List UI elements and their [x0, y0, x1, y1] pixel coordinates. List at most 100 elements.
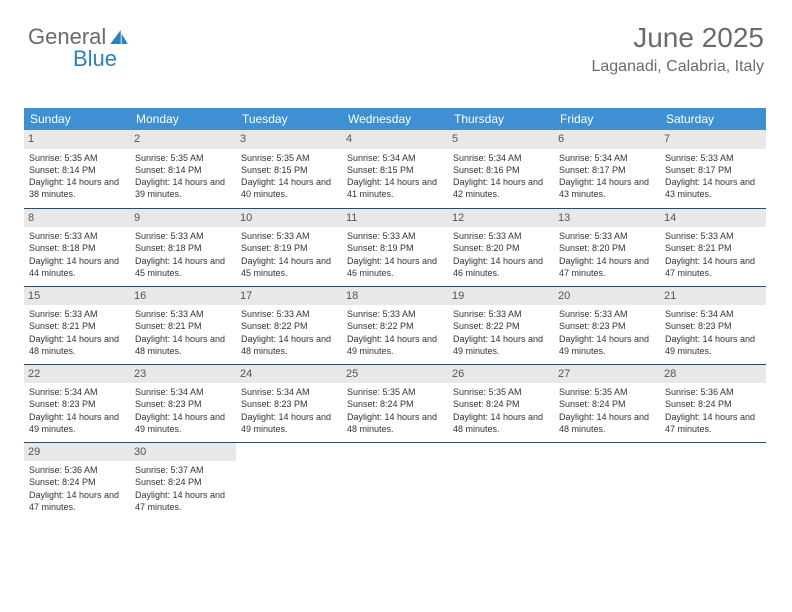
sunrise-text: Sunrise: 5:33 AM [665, 152, 761, 164]
sunrise-text: Sunrise: 5:34 AM [135, 386, 231, 398]
calendar-week: 8Sunrise: 5:33 AMSunset: 8:18 PMDaylight… [24, 208, 766, 286]
daylight-text: Daylight: 14 hours and 49 minutes. [241, 411, 337, 435]
calendar-day-cell: 14Sunrise: 5:33 AMSunset: 8:21 PMDayligh… [660, 208, 766, 286]
sunset-text: Sunset: 8:19 PM [347, 242, 443, 254]
sunrise-text: Sunrise: 5:33 AM [241, 230, 337, 242]
daylight-text: Daylight: 14 hours and 44 minutes. [29, 255, 125, 279]
header: June 2025 Laganadi, Calabria, Italy [591, 22, 764, 76]
daylight-text: Daylight: 14 hours and 46 minutes. [453, 255, 549, 279]
sunset-text: Sunset: 8:24 PM [347, 398, 443, 410]
sunset-text: Sunset: 8:14 PM [29, 164, 125, 176]
daylight-text: Daylight: 14 hours and 48 minutes. [135, 333, 231, 357]
weekday-header: Monday [130, 108, 236, 130]
sunset-text: Sunset: 8:20 PM [453, 242, 549, 254]
location-label: Laganadi, Calabria, Italy [591, 58, 764, 76]
daylight-text: Daylight: 14 hours and 42 minutes. [453, 176, 549, 200]
sunset-text: Sunset: 8:22 PM [347, 320, 443, 332]
sunrise-text: Sunrise: 5:35 AM [135, 152, 231, 164]
calendar-day-cell: 11Sunrise: 5:33 AMSunset: 8:19 PMDayligh… [342, 208, 448, 286]
daylight-text: Daylight: 14 hours and 49 minutes. [453, 333, 549, 357]
sunrise-text: Sunrise: 5:36 AM [665, 386, 761, 398]
day-number: 1 [24, 130, 130, 149]
calendar-day-cell: 3Sunrise: 5:35 AMSunset: 8:15 PMDaylight… [236, 130, 342, 208]
sunset-text: Sunset: 8:15 PM [241, 164, 337, 176]
daylight-text: Daylight: 14 hours and 38 minutes. [29, 176, 125, 200]
daylight-text: Daylight: 14 hours and 46 minutes. [347, 255, 443, 279]
calendar-table: SundayMondayTuesdayWednesdayThursdayFrid… [24, 108, 766, 520]
day-number: 8 [24, 209, 130, 228]
calendar-day-cell: 9Sunrise: 5:33 AMSunset: 8:18 PMDaylight… [130, 208, 236, 286]
calendar-week: 22Sunrise: 5:34 AMSunset: 8:23 PMDayligh… [24, 364, 766, 442]
day-number: 11 [342, 209, 448, 228]
weekday-header: Sunday [24, 108, 130, 130]
calendar-day-cell: 19Sunrise: 5:33 AMSunset: 8:22 PMDayligh… [448, 286, 554, 364]
calendar-day-cell: 26Sunrise: 5:35 AMSunset: 8:24 PMDayligh… [448, 364, 554, 442]
day-number: 29 [24, 443, 130, 462]
daylight-text: Daylight: 14 hours and 49 minutes. [559, 333, 655, 357]
calendar-day-cell: 8Sunrise: 5:33 AMSunset: 8:18 PMDaylight… [24, 208, 130, 286]
logo-text-blue: Blue [73, 46, 117, 71]
calendar-day-cell: 2Sunrise: 5:35 AMSunset: 8:14 PMDaylight… [130, 130, 236, 208]
sunrise-text: Sunrise: 5:33 AM [135, 230, 231, 242]
sunrise-text: Sunrise: 5:35 AM [241, 152, 337, 164]
weekday-header: Saturday [660, 108, 766, 130]
daylight-text: Daylight: 14 hours and 48 minutes. [453, 411, 549, 435]
calendar-day-cell: 23Sunrise: 5:34 AMSunset: 8:23 PMDayligh… [130, 364, 236, 442]
sunrise-text: Sunrise: 5:33 AM [665, 230, 761, 242]
day-number: 16 [130, 287, 236, 306]
sunset-text: Sunset: 8:18 PM [135, 242, 231, 254]
day-number: 12 [448, 209, 554, 228]
daylight-text: Daylight: 14 hours and 48 minutes. [559, 411, 655, 435]
day-number: 13 [554, 209, 660, 228]
sunset-text: Sunset: 8:14 PM [135, 164, 231, 176]
sunset-text: Sunset: 8:24 PM [665, 398, 761, 410]
sunrise-text: Sunrise: 5:33 AM [559, 230, 655, 242]
calendar-day-cell [660, 442, 766, 520]
day-number: 28 [660, 365, 766, 384]
daylight-text: Daylight: 14 hours and 45 minutes. [135, 255, 231, 279]
calendar-day-cell: 21Sunrise: 5:34 AMSunset: 8:23 PMDayligh… [660, 286, 766, 364]
sunset-text: Sunset: 8:23 PM [665, 320, 761, 332]
day-number: 19 [448, 287, 554, 306]
day-number: 27 [554, 365, 660, 384]
day-number: 18 [342, 287, 448, 306]
sunrise-text: Sunrise: 5:33 AM [453, 308, 549, 320]
day-number: 23 [130, 365, 236, 384]
calendar-day-cell: 13Sunrise: 5:33 AMSunset: 8:20 PMDayligh… [554, 208, 660, 286]
calendar-day-cell: 22Sunrise: 5:34 AMSunset: 8:23 PMDayligh… [24, 364, 130, 442]
calendar-day-cell: 12Sunrise: 5:33 AMSunset: 8:20 PMDayligh… [448, 208, 554, 286]
sunrise-text: Sunrise: 5:35 AM [453, 386, 549, 398]
weekday-header: Friday [554, 108, 660, 130]
sunset-text: Sunset: 8:21 PM [665, 242, 761, 254]
day-number: 6 [554, 130, 660, 149]
sunset-text: Sunset: 8:23 PM [29, 398, 125, 410]
sunrise-text: Sunrise: 5:34 AM [665, 308, 761, 320]
day-number: 20 [554, 287, 660, 306]
weekday-header: Wednesday [342, 108, 448, 130]
daylight-text: Daylight: 14 hours and 41 minutes. [347, 176, 443, 200]
daylight-text: Daylight: 14 hours and 43 minutes. [559, 176, 655, 200]
sunset-text: Sunset: 8:23 PM [559, 320, 655, 332]
sunrise-text: Sunrise: 5:33 AM [241, 308, 337, 320]
day-number: 30 [130, 443, 236, 462]
daylight-text: Daylight: 14 hours and 47 minutes. [559, 255, 655, 279]
sunset-text: Sunset: 8:15 PM [347, 164, 443, 176]
sunrise-text: Sunrise: 5:33 AM [135, 308, 231, 320]
calendar-day-cell: 17Sunrise: 5:33 AMSunset: 8:22 PMDayligh… [236, 286, 342, 364]
calendar-day-cell: 18Sunrise: 5:33 AMSunset: 8:22 PMDayligh… [342, 286, 448, 364]
calendar-day-cell: 20Sunrise: 5:33 AMSunset: 8:23 PMDayligh… [554, 286, 660, 364]
daylight-text: Daylight: 14 hours and 39 minutes. [135, 176, 231, 200]
calendar-week: 15Sunrise: 5:33 AMSunset: 8:21 PMDayligh… [24, 286, 766, 364]
logo-sail-icon [110, 30, 128, 44]
calendar-day-cell: 25Sunrise: 5:35 AMSunset: 8:24 PMDayligh… [342, 364, 448, 442]
sunrise-text: Sunrise: 5:35 AM [347, 386, 443, 398]
day-number: 4 [342, 130, 448, 149]
daylight-text: Daylight: 14 hours and 49 minutes. [135, 411, 231, 435]
day-number: 15 [24, 287, 130, 306]
sunrise-text: Sunrise: 5:33 AM [347, 308, 443, 320]
day-number: 22 [24, 365, 130, 384]
month-title: June 2025 [591, 22, 764, 54]
sunrise-text: Sunrise: 5:34 AM [559, 152, 655, 164]
daylight-text: Daylight: 14 hours and 49 minutes. [29, 411, 125, 435]
daylight-text: Daylight: 14 hours and 45 minutes. [241, 255, 337, 279]
